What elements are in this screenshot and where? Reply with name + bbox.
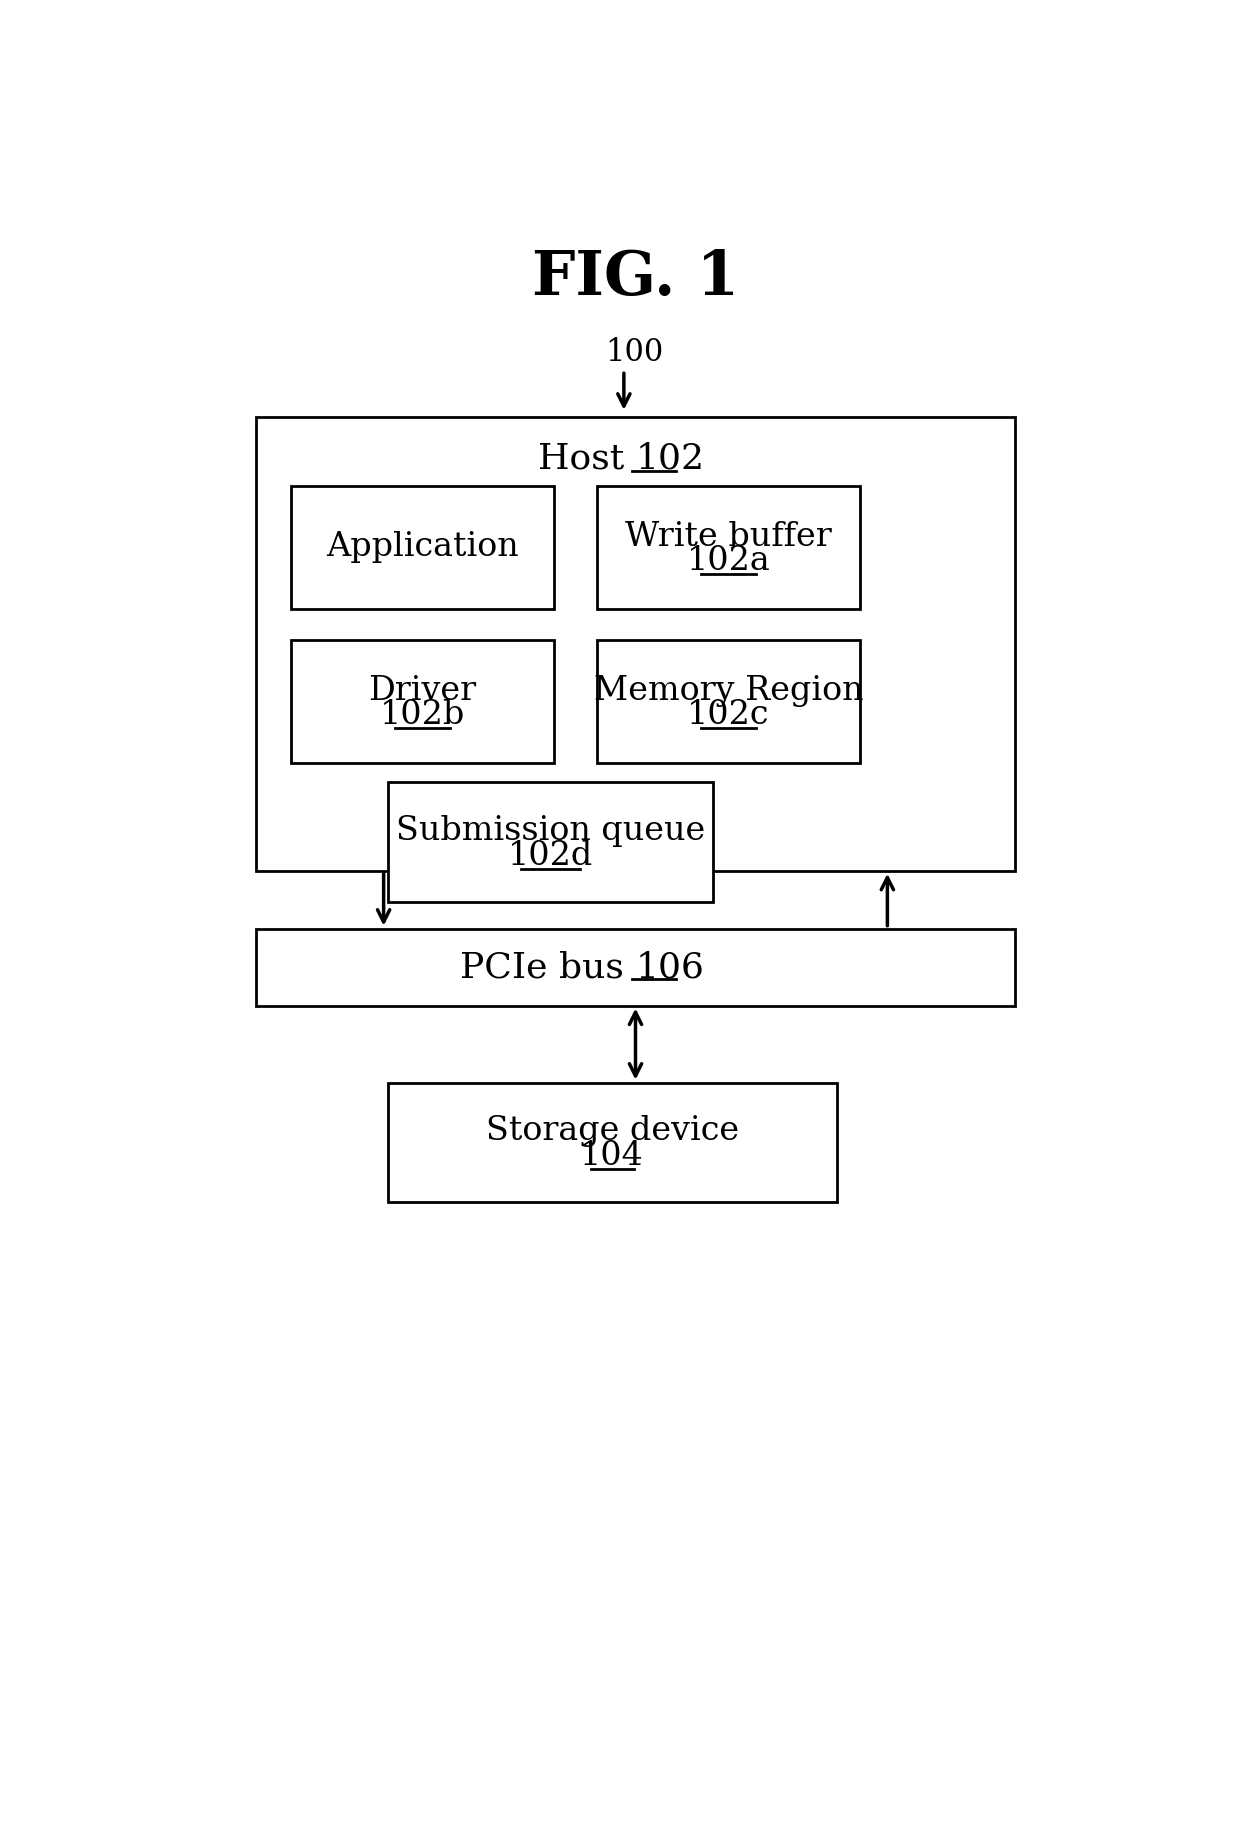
Text: FIG. 1: FIG. 1 — [532, 248, 739, 308]
Text: 102c: 102c — [687, 699, 770, 732]
Text: Memory Region: Memory Region — [594, 675, 863, 706]
Bar — [255, 929, 1016, 1006]
Text: Submission queue: Submission queue — [396, 815, 704, 848]
Text: 102a: 102a — [687, 545, 770, 578]
Text: Write buffer: Write buffer — [625, 521, 832, 552]
Text: PCIe bus: PCIe bus — [460, 951, 635, 984]
Text: 102b: 102b — [379, 699, 465, 732]
Text: 104: 104 — [580, 1140, 644, 1173]
Text: Driver: Driver — [368, 675, 476, 706]
Bar — [290, 640, 554, 763]
Text: 102: 102 — [635, 442, 704, 475]
Text: Storage device: Storage device — [486, 1116, 739, 1147]
Bar — [387, 1083, 837, 1202]
Text: 106: 106 — [635, 951, 704, 984]
Text: Application: Application — [326, 532, 518, 563]
Bar — [255, 417, 1016, 872]
Bar — [596, 486, 861, 609]
Bar — [596, 640, 861, 763]
Bar — [290, 486, 554, 609]
Bar — [387, 782, 713, 901]
Text: 100: 100 — [605, 338, 663, 369]
Text: 102d: 102d — [507, 840, 593, 872]
Text: Host: Host — [538, 442, 635, 475]
